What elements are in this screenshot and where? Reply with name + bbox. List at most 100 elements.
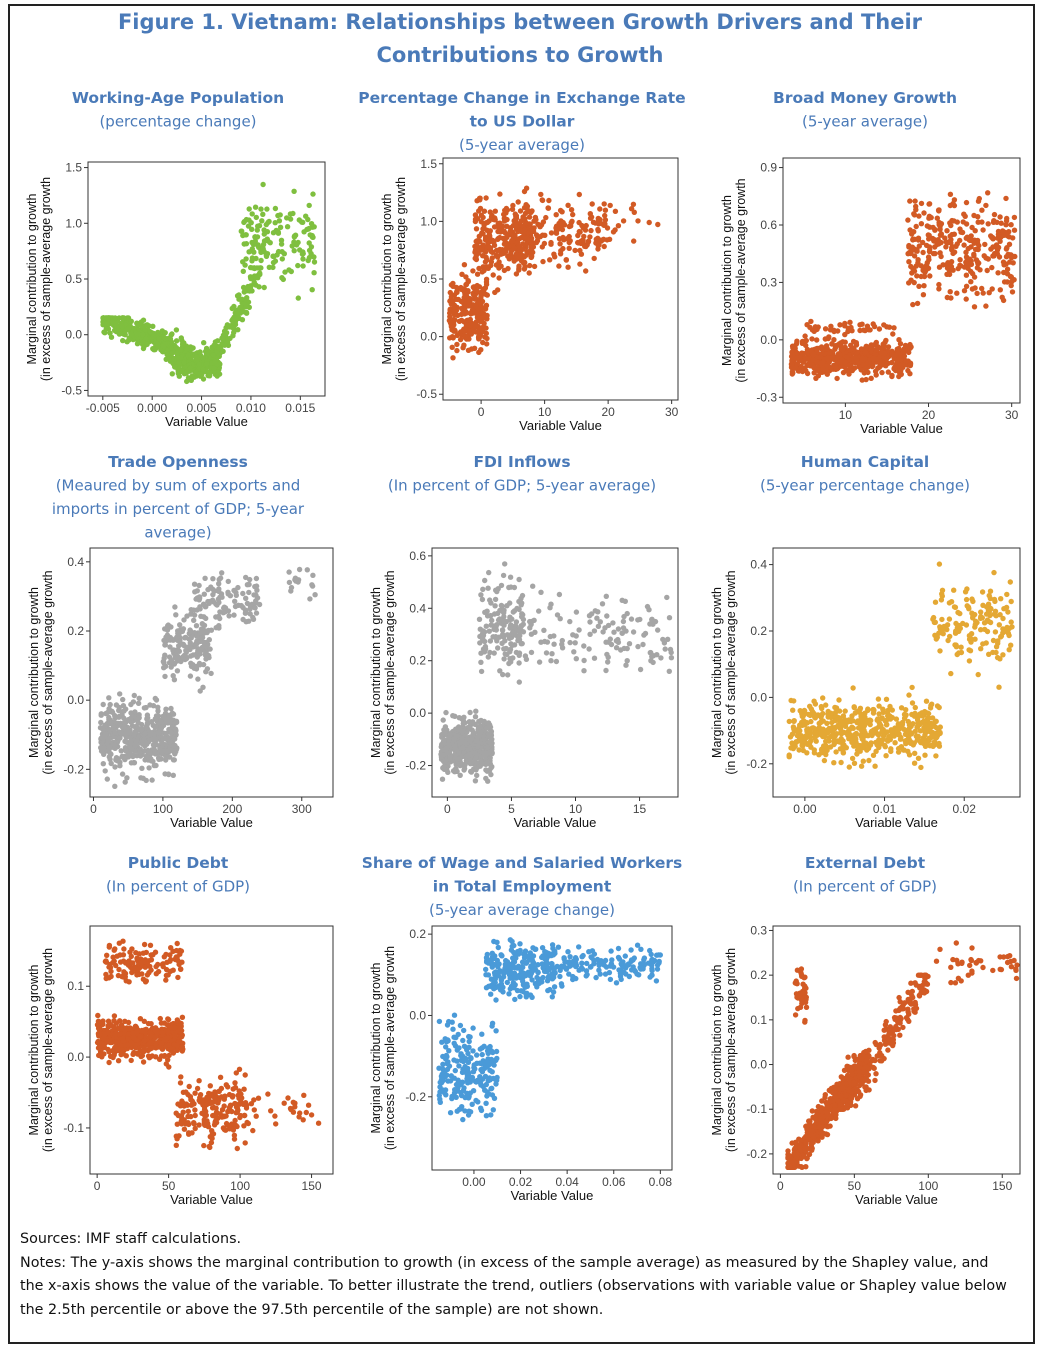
scatter-point — [162, 335, 168, 342]
scatter-point — [518, 595, 524, 602]
scatter-point — [958, 649, 965, 656]
scatter-point — [171, 748, 177, 755]
scatter-point — [511, 245, 518, 251]
scatter-point — [505, 672, 511, 678]
scatter-point — [605, 622, 612, 629]
scatter-point — [520, 230, 527, 236]
scatter-point — [459, 271, 465, 277]
scatter-point — [892, 740, 898, 746]
y-tick-label: 0.2 — [750, 624, 767, 638]
scatter-point — [963, 596, 970, 603]
scatter-point — [937, 220, 943, 227]
scatter-point — [655, 221, 661, 228]
y-tick-label: 0.0 — [67, 693, 84, 707]
scatter-point — [998, 596, 1004, 602]
scatter-point — [921, 273, 928, 280]
scatter-point — [517, 247, 523, 253]
scatter-point — [162, 673, 168, 680]
scatter-point — [265, 219, 271, 226]
scatter-point — [169, 331, 175, 337]
scatter-point — [915, 235, 922, 241]
scatter-point — [628, 616, 635, 622]
scatter-point — [944, 626, 950, 633]
scatter-point — [863, 376, 869, 383]
scatter-point — [250, 616, 257, 622]
scatter-point — [450, 355, 456, 361]
scatter-point — [163, 718, 169, 725]
scatter-point — [210, 352, 216, 358]
scatter-point — [277, 224, 284, 230]
scatter-point — [523, 656, 530, 662]
scatter-point — [809, 336, 815, 342]
scatter-point — [499, 608, 506, 614]
scatter-point — [570, 211, 576, 218]
scatter-point — [608, 641, 615, 648]
scatter-point — [987, 588, 994, 594]
scatter-point — [620, 218, 627, 224]
x-tick-label: 100 — [153, 802, 173, 816]
scatter-point — [872, 368, 879, 374]
scatter-point — [938, 253, 944, 260]
scatter-point — [914, 300, 921, 307]
scatter-point — [790, 370, 796, 376]
scatter-point — [866, 757, 872, 764]
scatter-point — [578, 251, 585, 257]
scatter-point — [1011, 214, 1018, 221]
scatter-point — [800, 743, 806, 749]
scatter-point — [542, 232, 548, 238]
scatter-point — [447, 310, 453, 316]
scatter-point — [261, 227, 267, 233]
scatter-point — [1000, 228, 1006, 234]
scatter-point — [224, 322, 231, 328]
scatter-point — [906, 736, 912, 743]
scatter-point — [573, 609, 580, 615]
y-tick-label: 0.0 — [420, 330, 437, 344]
scatter-point — [104, 776, 111, 782]
scatter-point — [102, 768, 108, 774]
scatter-point — [161, 735, 168, 742]
scatter-point — [160, 343, 167, 350]
y-tick-label: 0.2 — [409, 654, 426, 668]
scatter-point — [251, 279, 257, 285]
scatter-point — [972, 622, 978, 628]
scatter-point — [587, 619, 593, 625]
scatter-point — [985, 256, 991, 262]
scatter-point — [188, 607, 194, 613]
scatter-point — [480, 214, 486, 221]
scatter-point — [511, 608, 518, 614]
scatter-point — [497, 191, 503, 197]
scatter-point — [491, 224, 498, 230]
scatter-point — [212, 358, 218, 365]
scatter-point — [797, 722, 803, 728]
scatter-point — [539, 197, 546, 204]
scatter-point — [529, 208, 535, 214]
scatter-point — [808, 744, 814, 750]
scatter-point — [272, 205, 279, 212]
scatter-point — [173, 338, 180, 344]
scatter-point — [668, 655, 675, 661]
scatter-point — [811, 365, 818, 371]
scatter-point — [881, 350, 888, 357]
scatter-point — [920, 740, 927, 747]
scatter-point — [819, 347, 826, 353]
scatter-point — [104, 315, 110, 321]
scatter-point — [906, 692, 912, 698]
scatter-point — [264, 206, 270, 212]
scatter-point — [493, 262, 500, 268]
scatter-point — [918, 200, 925, 207]
scatter-point — [876, 326, 883, 332]
scatter-point — [803, 733, 809, 739]
scatter-point — [146, 765, 152, 771]
scatter-point — [211, 588, 218, 594]
scatter-point — [202, 575, 208, 581]
scatter-point — [910, 237, 916, 243]
scatter-point — [790, 707, 796, 713]
scatter-point — [458, 286, 465, 292]
chart-panel-5: FDI Inflows(In percent of GDP; 5-year av… — [369, 453, 679, 830]
scatter-point — [841, 742, 847, 748]
scatter-point — [615, 639, 622, 645]
scatter-point — [500, 572, 507, 579]
scatter-point — [188, 629, 194, 635]
scatter-point — [530, 583, 536, 589]
